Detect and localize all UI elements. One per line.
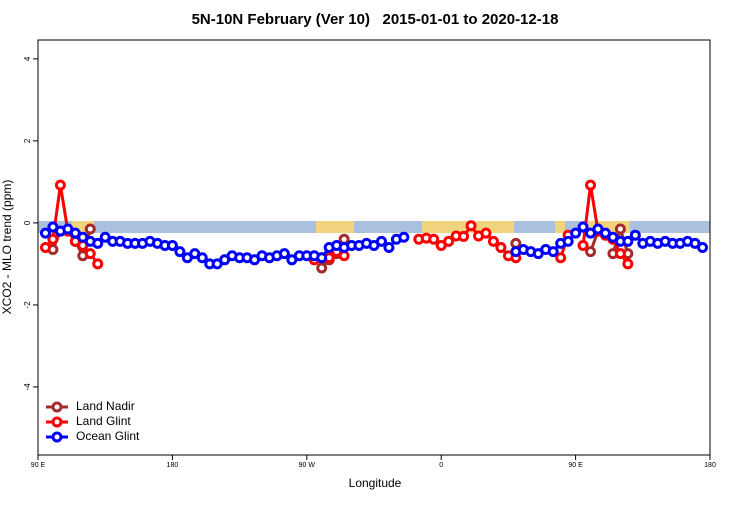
data-point: [495, 242, 507, 253]
data-point: [585, 179, 597, 191]
data-point: [278, 248, 290, 260]
ocean-strip: [38, 221, 710, 233]
data-point: [614, 248, 626, 260]
legend-marker: [51, 431, 63, 443]
data-point: [92, 258, 104, 270]
data-point: [428, 233, 440, 245]
data-point: [458, 230, 470, 242]
data-point: [383, 242, 395, 253]
data-point: [84, 248, 96, 260]
legend-label: Ocean Glint: [76, 429, 140, 443]
data-point: [92, 237, 104, 249]
legend-label: Land Nadir: [76, 399, 135, 413]
data-point: [196, 252, 208, 264]
data-point: [398, 231, 410, 243]
data-point: [614, 223, 626, 235]
y-tick-label: -4: [23, 383, 32, 391]
data-point: [316, 262, 328, 274]
data-point: [375, 235, 387, 247]
data-point: [577, 239, 589, 251]
y-tick-label: 0: [23, 220, 32, 225]
legend-label: Land Glint: [76, 414, 131, 428]
y-axis-label: XCO2 - MLO trend (ppm): [0, 180, 14, 315]
data-point: [562, 235, 574, 247]
land-patch: [555, 221, 565, 233]
chart-title: 5N-10N February (Ver 10) 2015-01-01 to 2…: [192, 11, 559, 28]
data-point: [54, 179, 66, 191]
data-point: [316, 252, 328, 264]
data-point: [174, 246, 186, 258]
y-tick-label: -2: [23, 301, 32, 309]
data-point: [622, 235, 634, 247]
x-tick-label: 90 W: [299, 462, 316, 469]
legend-marker: [51, 416, 63, 428]
data-point: [547, 246, 559, 258]
x-tick-label: 90 E: [568, 462, 583, 469]
data-point: [39, 227, 51, 239]
data-point: [443, 235, 455, 247]
x-tick-label: 180: [704, 462, 716, 469]
x-tick-label: 0: [439, 462, 443, 469]
data-point: [39, 242, 51, 253]
data-point: [585, 246, 597, 258]
y-tick-label: 4: [23, 56, 32, 61]
data-point: [84, 223, 96, 235]
data-point: [629, 229, 641, 241]
x-tick-label: 180: [167, 462, 179, 469]
land-patch: [316, 221, 354, 233]
plot-frame: [37, 39, 711, 456]
y-tick-label: 2: [23, 138, 32, 143]
x-tick-label: 90 E: [31, 462, 46, 469]
data-point: [465, 220, 477, 232]
data-point: [622, 258, 634, 270]
data-point: [555, 252, 567, 264]
legend-marker: [51, 401, 63, 413]
data-point: [570, 227, 582, 239]
data-point: [697, 242, 709, 253]
data-point: [577, 221, 589, 233]
x-axis-label: Longitude: [349, 476, 402, 490]
data-point: [166, 239, 178, 251]
data-point: [47, 233, 59, 245]
data-point: [487, 235, 499, 247]
data-point: [480, 227, 492, 239]
